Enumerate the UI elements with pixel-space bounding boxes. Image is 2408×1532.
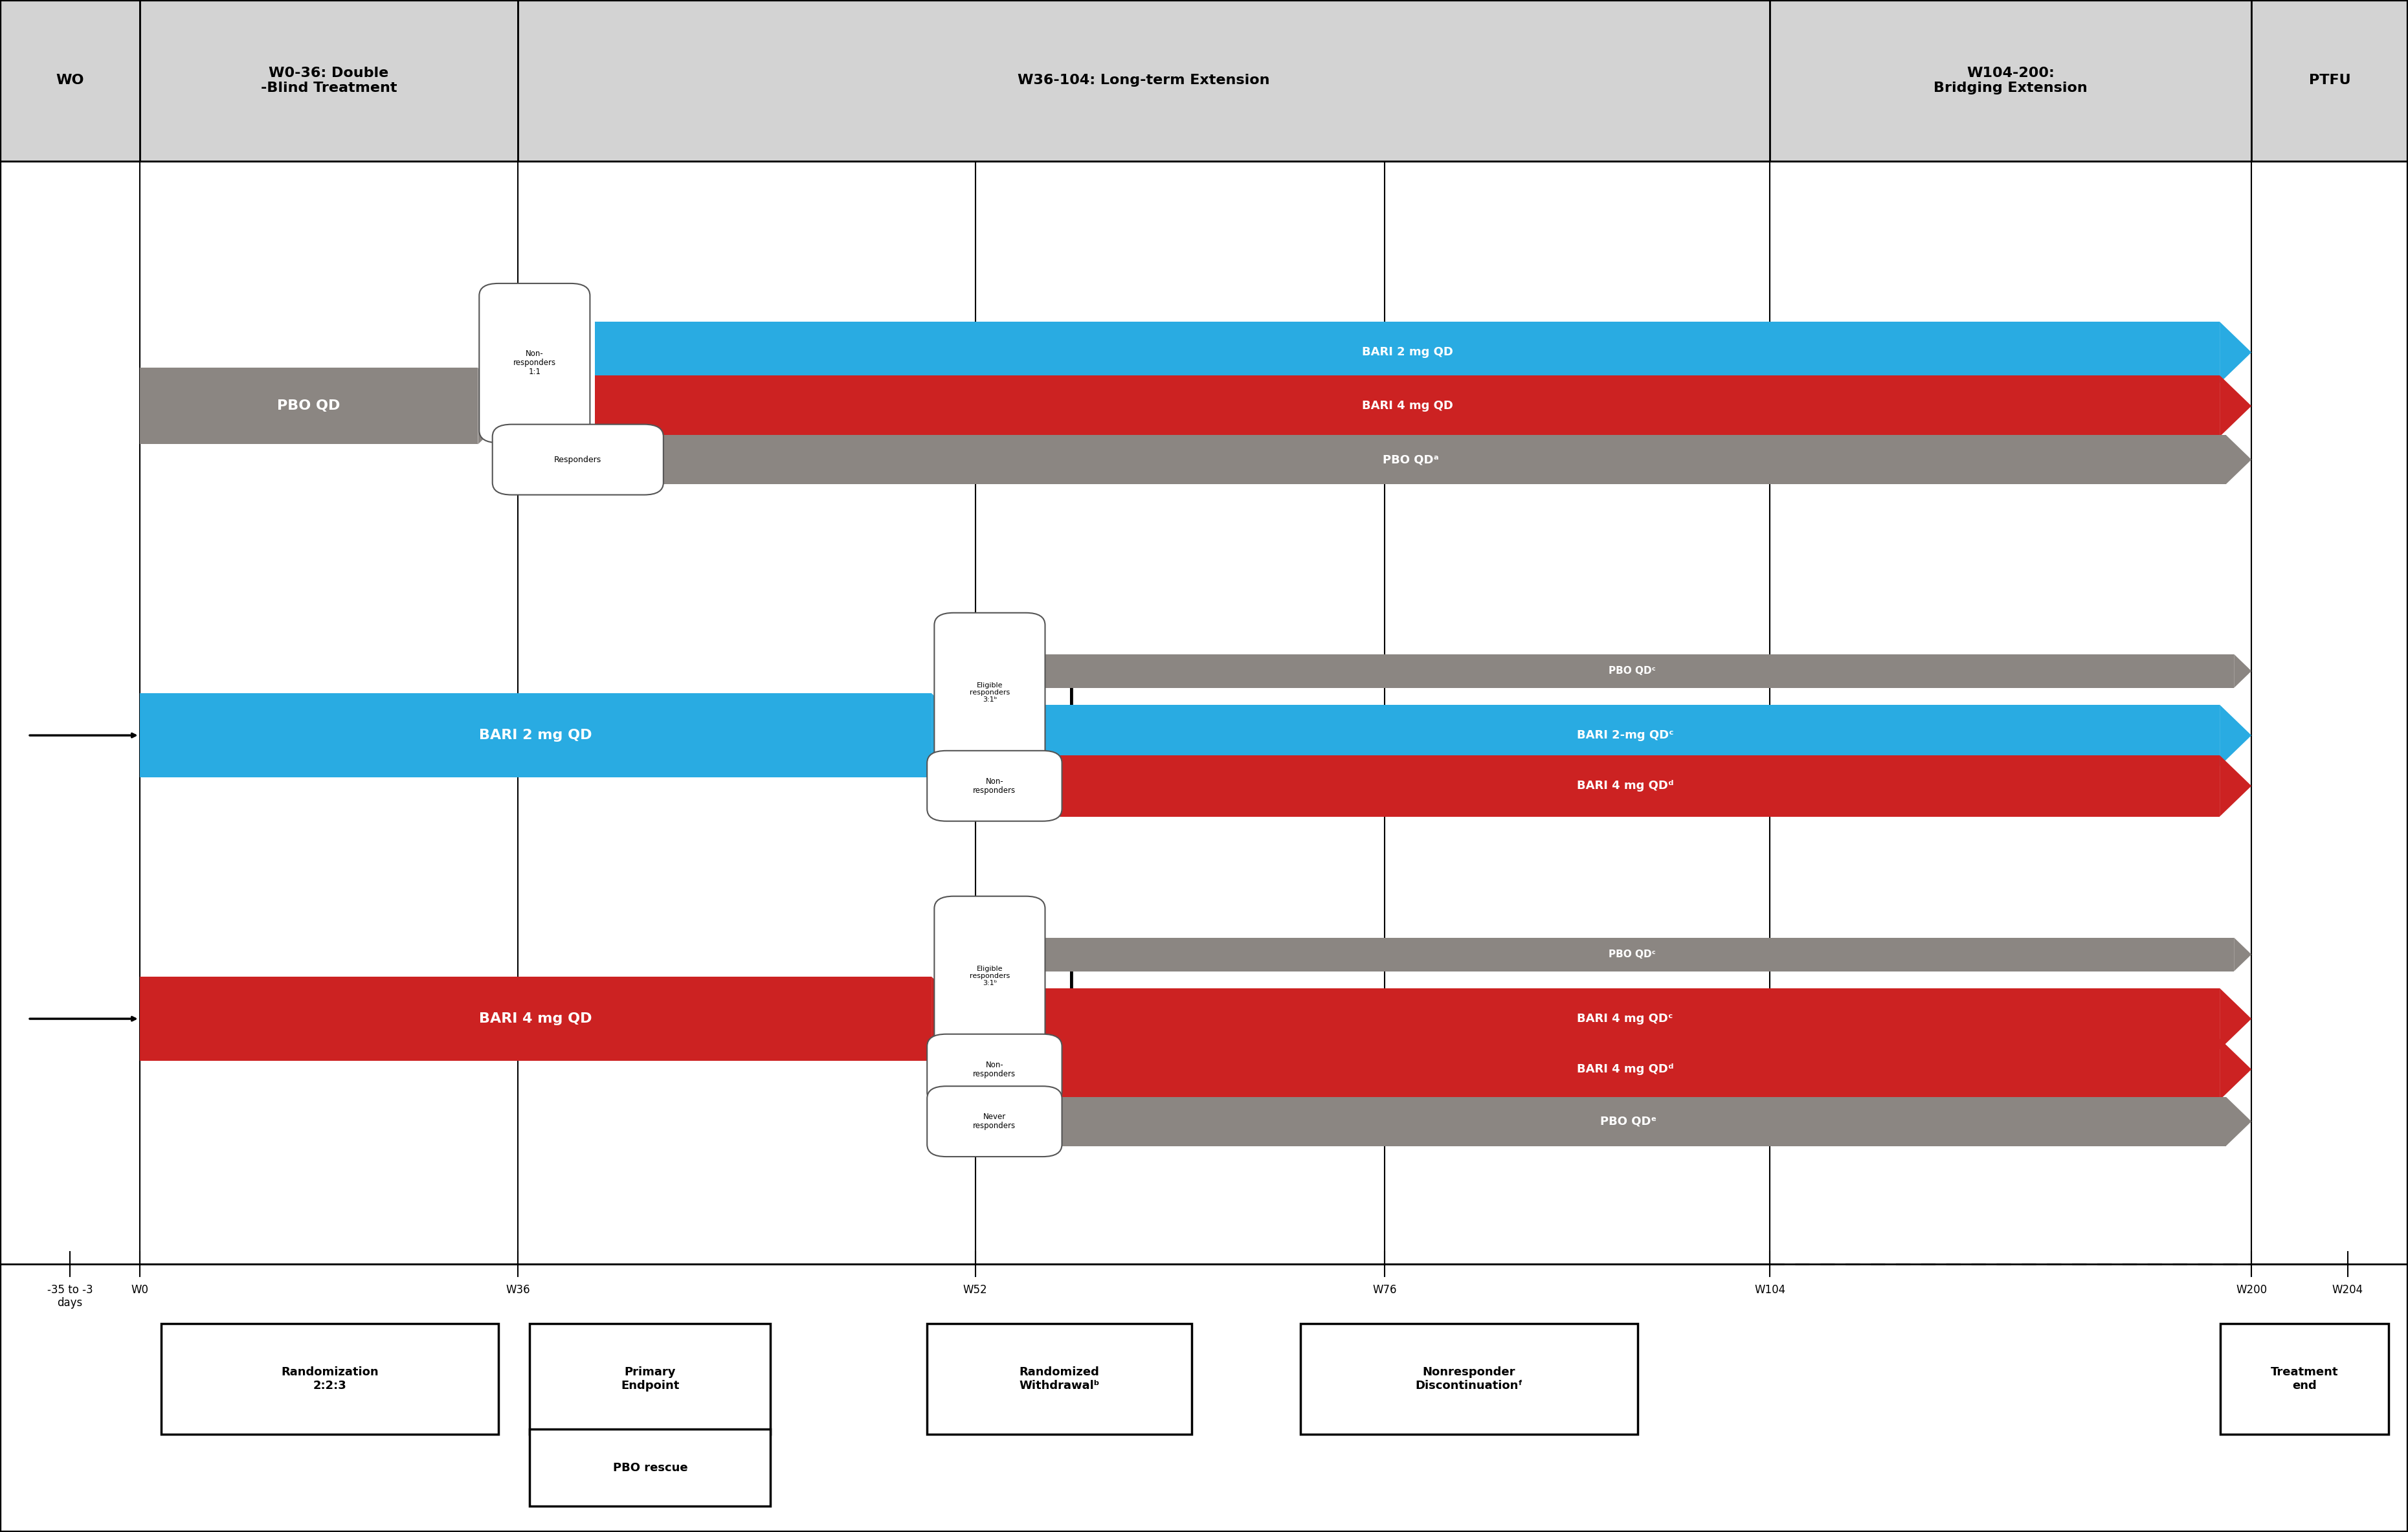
Bar [140,977,932,1060]
Text: W36: W36 [506,1284,530,1296]
Text: Primary
Endpoint: Primary Endpoint [621,1367,679,1391]
Bar [1770,0,2251,161]
Bar [2251,0,2408,161]
Bar [595,435,2225,484]
Text: Never
responders: Never responders [973,1112,1016,1131]
Polygon shape [2225,1097,2251,1146]
Bar [140,0,518,161]
Text: PBO QD: PBO QD [277,400,340,412]
Text: Eligible
responders
3:1ᵇ: Eligible responders 3:1ᵇ [970,965,1009,987]
Text: -35 to -3
days: -35 to -3 days [48,1284,92,1308]
Bar [927,1324,1192,1434]
Text: Non-
responders: Non- responders [973,777,1016,795]
Bar [1031,1097,2225,1146]
Text: W104: W104 [1755,1284,1784,1296]
Polygon shape [2220,1039,2251,1100]
Text: W76: W76 [1373,1284,1397,1296]
Polygon shape [2235,654,2251,688]
Text: Treatment
end: Treatment end [2271,1367,2338,1391]
Bar [0,161,2408,1264]
FancyBboxPatch shape [927,751,1062,821]
Bar [530,1324,771,1434]
FancyBboxPatch shape [927,1086,1062,1157]
FancyBboxPatch shape [927,1034,1062,1105]
Text: W104-200:
Bridging Extension: W104-200: Bridging Extension [1934,66,2088,95]
Text: Nonresponder
Discontinuationᶠ: Nonresponder Discontinuationᶠ [1416,1367,1522,1391]
Bar [1300,1324,1637,1434]
Text: BARI 4 mg QD: BARI 4 mg QD [479,1013,592,1025]
Text: BARI 4 mg QDᵈ: BARI 4 mg QDᵈ [1577,780,1674,792]
Text: PBO QDᶜ: PBO QDᶜ [1609,950,1657,959]
FancyBboxPatch shape [934,613,1045,772]
Bar [140,692,932,778]
Polygon shape [2220,705,2251,766]
Polygon shape [477,368,518,444]
Polygon shape [2235,938,2251,971]
Text: Randomized
Withdrawalᵇ: Randomized Withdrawalᵇ [1019,1367,1100,1391]
Bar [518,0,1770,161]
Polygon shape [2220,375,2251,437]
Polygon shape [2225,435,2251,484]
Bar [530,1429,771,1506]
Text: BARI 4 mg QD: BARI 4 mg QD [1361,400,1452,412]
Bar [595,375,2220,437]
Text: PBO rescue: PBO rescue [612,1462,689,1474]
Text: BARI 2 mg QD: BARI 2 mg QD [1361,346,1452,358]
Text: W36-104: Long-term Extension: W36-104: Long-term Extension [1019,74,1269,87]
Text: W52: W52 [963,1284,987,1296]
Bar [1031,988,2220,1049]
Polygon shape [2220,322,2251,383]
FancyBboxPatch shape [491,424,662,495]
Text: W200: W200 [2237,1284,2266,1296]
FancyBboxPatch shape [479,283,590,443]
Text: BARI 4 mg QDᵈ: BARI 4 mg QDᵈ [1577,1063,1674,1075]
Polygon shape [932,977,975,1060]
Text: PBO QDᵃ: PBO QDᵃ [1382,453,1438,466]
Polygon shape [2220,755,2251,817]
Text: BARI 4 mg QDᶜ: BARI 4 mg QDᶜ [1577,1013,1674,1025]
Bar [1031,654,2235,688]
Bar [140,368,477,444]
Text: W204: W204 [2333,1284,2362,1296]
Text: Eligible
responders
3:1ᵇ: Eligible responders 3:1ᵇ [970,682,1009,703]
Text: Randomization
2:2:3: Randomization 2:2:3 [282,1367,378,1391]
FancyBboxPatch shape [934,896,1045,1056]
Bar [1031,755,2220,817]
Text: PBO QDᶜ: PBO QDᶜ [1609,666,1657,676]
Text: Non-
responders: Non- responders [973,1060,1016,1079]
Polygon shape [2220,988,2251,1049]
Bar [1031,938,2235,971]
Text: WO: WO [55,74,84,87]
Text: Responders: Responders [554,455,602,464]
Text: W0-36: Double
-Blind Treatment: W0-36: Double -Blind Treatment [260,66,397,95]
Text: BARI 2 mg QD: BARI 2 mg QD [479,729,592,741]
Text: PTFU: PTFU [2309,74,2350,87]
Bar [1031,705,2220,766]
Bar [0,0,140,161]
Bar [1031,1039,2220,1100]
Text: W0: W0 [130,1284,149,1296]
Text: PBO QDᵉ: PBO QDᵉ [1601,1115,1657,1128]
Bar [161,1324,498,1434]
Bar [2220,1324,2389,1434]
Text: Non-
responders
1:1: Non- responders 1:1 [513,349,556,377]
Polygon shape [932,692,975,778]
Text: BARI 2-mg QDᶜ: BARI 2-mg QDᶜ [1577,729,1674,741]
Bar [595,322,2220,383]
